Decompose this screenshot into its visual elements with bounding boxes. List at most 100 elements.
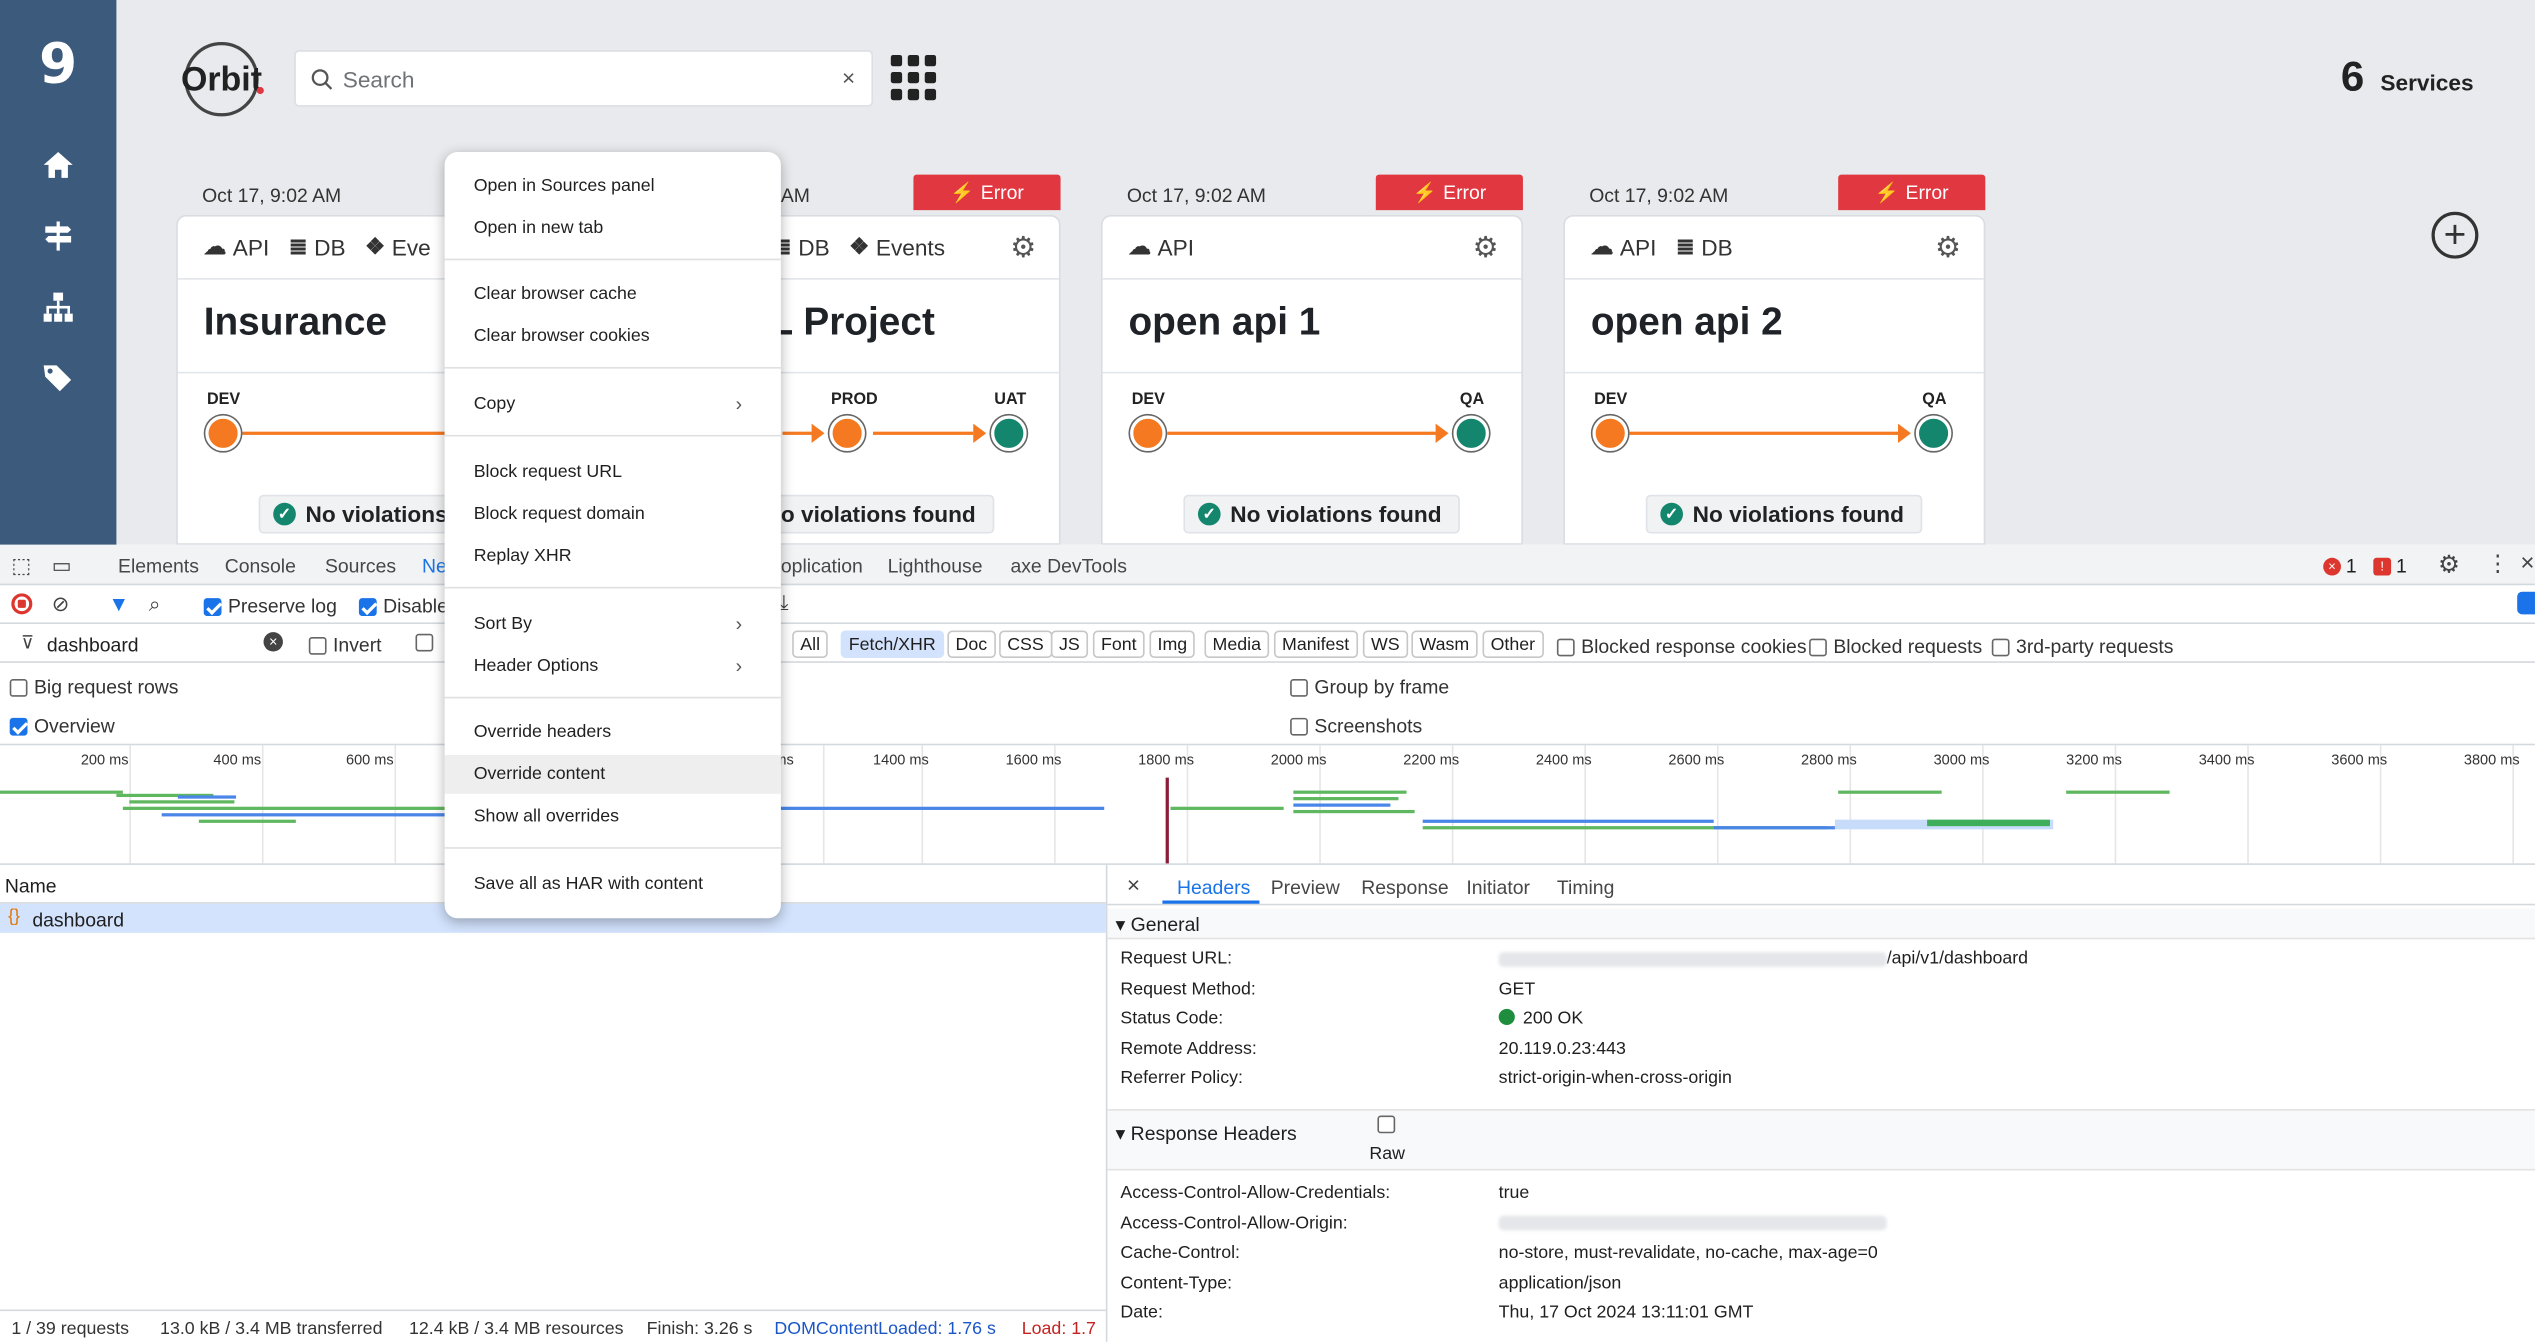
menu-item-copy[interactable]: Copy › <box>473 392 743 416</box>
type-filter-all[interactable]: All <box>792 630 829 658</box>
settings-gear-icon[interactable]: ⚙ <box>2437 551 2460 579</box>
stage-dot[interactable] <box>991 415 1027 452</box>
close-devtools-icon[interactable]: × <box>2520 549 2535 578</box>
menu-item-show-overrides[interactable]: Show all overrides <box>473 806 619 827</box>
gear-icon[interactable]: ⚙ <box>1472 231 1499 264</box>
invert-checkbox[interactable]: Invert <box>308 634 382 656</box>
tab-axe-devtools[interactable]: axe DevTools <box>1010 554 1127 578</box>
apps-grid-icon[interactable] <box>889 53 938 102</box>
service-name[interactable]: Insurance <box>203 300 388 345</box>
service-card[interactable]: ☁ API ≣ DB ⚙ open api 2 DEV QA ✓ No violati… <box>1563 215 1986 545</box>
filter-icon[interactable]: ▼ <box>108 591 130 616</box>
record-icon[interactable] <box>11 593 33 615</box>
network-overview-timeline[interactable]: 200 ms 400 ms 600 ms ms 1400 ms 1600 ms 1800 m… <box>0 743 2535 865</box>
big-rows-checkbox[interactable]: Big request rows <box>9 676 179 698</box>
raw-checkbox[interactable] <box>1377 1115 1396 1134</box>
stage-dot[interactable] <box>1915 415 1952 452</box>
header-value[interactable]: /api/v1/dashboard <box>1498 949 2028 968</box>
name-column-header[interactable]: Name <box>4 874 57 898</box>
menu-item-block-url[interactable]: Block request URL <box>473 462 622 482</box>
header-value[interactable] <box>1498 1213 1887 1232</box>
type-filter-manifest[interactable]: Manifest <box>1273 630 1358 658</box>
tab-response[interactable]: Response <box>1361 876 1449 899</box>
tab-console[interactable]: Console <box>224 554 296 578</box>
tab-application[interactable]: oplication <box>780 554 863 578</box>
preserve-log-checkbox[interactable]: Preserve log <box>203 595 337 618</box>
service-card[interactable]: ☁ API ⚙ open api 1 DEV QA ✓ No violations … <box>1100 215 1523 545</box>
type-filter-other[interactable]: Other <box>1482 630 1544 658</box>
tab-preview[interactable]: Preview <box>1270 876 1340 899</box>
search-input[interactable]: Search × <box>294 50 874 107</box>
menu-item-override-headers[interactable]: Override headers <box>473 722 612 743</box>
tab-timing[interactable]: Timing <box>1556 876 1615 899</box>
gear-icon[interactable]: ⚙ <box>1934 231 1962 264</box>
header-value[interactable]: 20.119.0.23:443 <box>1498 1039 1626 1059</box>
type-filter-font[interactable]: Font <box>1092 630 1145 658</box>
header-value[interactable]: Thu, 17 Oct 2024 13:11:01 GMT <box>1498 1303 1754 1324</box>
blocked-requests-checkbox[interactable]: Blocked requests <box>1809 635 1982 658</box>
service-name[interactable]: open api 2 <box>1590 300 1783 345</box>
stage-dot[interactable] <box>1592 415 1629 452</box>
tab-initiator[interactable]: Initiator <box>1466 876 1530 899</box>
service-name[interactable]: open api 1 <box>1128 300 1321 345</box>
group-by-frame-checkbox[interactable]: Group by frame <box>1290 676 1449 698</box>
search-network-icon[interactable]: ⌕ <box>148 591 161 616</box>
add-service-button[interactable]: + <box>2431 211 2479 259</box>
menu-item-override-content[interactable]: Override content <box>444 754 781 794</box>
menu-item-replay-xhr[interactable]: Replay XHR <box>473 546 572 566</box>
type-filter-wasm[interactable]: Wasm <box>1411 630 1478 658</box>
clear-filter-icon[interactable]: × <box>263 632 283 652</box>
disable-cache-checkbox[interactable]: Disable <box>358 595 448 618</box>
screenshots-checkbox[interactable]: Screenshots <box>1290 715 1422 737</box>
stage-dot[interactable] <box>1453 415 1489 452</box>
menu-item-block-domain[interactable]: Block request domain <box>473 504 645 524</box>
header-value[interactable]: application/json <box>1498 1273 1622 1294</box>
header-value[interactable]: 200 OK <box>1498 1009 1583 1029</box>
menu-item-save-har[interactable]: Save all as HAR with content <box>473 874 704 895</box>
menu-item-clear-cache[interactable]: Clear browser cache <box>473 284 637 304</box>
app-logo[interactable]: 9 <box>39 32 78 98</box>
stage-dot[interactable] <box>1130 415 1166 452</box>
signpost-icon[interactable] <box>39 217 78 256</box>
filter-input[interactable]: dashboard <box>46 633 139 657</box>
tab-headers[interactable]: Headers <box>1176 876 1251 899</box>
type-filter-js[interactable]: JS <box>1050 630 1088 658</box>
menu-item-open-new-tab[interactable]: Open in new tab <box>473 218 604 238</box>
tab-sources[interactable]: Sources <box>324 554 397 578</box>
error-badge[interactable]: ⚡ Error <box>1838 174 1986 211</box>
menu-item-clear-cookies[interactable]: Clear browser cookies <box>473 326 650 346</box>
more-options-icon[interactable]: ⋮ <box>2486 549 2510 576</box>
general-section-header[interactable]: ▾ General <box>1107 908 2535 940</box>
tab-network[interactable]: Ne <box>421 554 447 578</box>
issue-counter[interactable]: ! 1 <box>2373 555 2407 577</box>
error-badge[interactable]: ⚡ Error <box>913 174 1061 211</box>
header-value[interactable]: GET <box>1498 979 1536 999</box>
header-value[interactable]: true <box>1498 1183 1530 1203</box>
export-har-icon[interactable]: ⤓ <box>779 590 789 615</box>
header-value[interactable]: no-store, must-revalidate, no-cache, max… <box>1498 1243 1878 1263</box>
type-filter-img[interactable]: Img <box>1149 630 1196 658</box>
clear-log-icon[interactable]: ⊘ <box>51 591 70 616</box>
header-value[interactable]: strict-origin-when-cross-origin <box>1498 1069 1732 1089</box>
type-filter-css[interactable]: CSS <box>999 630 1052 658</box>
hierarchy-icon[interactable] <box>39 288 78 327</box>
error-counter[interactable]: × 1 <box>2323 555 2357 577</box>
tab-lighthouse[interactable]: Lighthouse <box>887 554 983 578</box>
type-filter-doc[interactable]: Doc <box>947 630 996 658</box>
type-filter-media[interactable]: Media <box>1204 630 1270 658</box>
menu-item-sort-by[interactable]: Sort By › <box>473 612 743 636</box>
home-icon[interactable] <box>39 146 78 185</box>
type-filter-ws[interactable]: WS <box>1362 630 1408 658</box>
stage-dot[interactable] <box>205 415 241 452</box>
menu-item-open-in-sources[interactable]: Open in Sources panel <box>473 176 655 196</box>
inspect-element-icon[interactable]: ⬚ <box>11 552 32 578</box>
service-name[interactable]: L Project <box>769 300 935 345</box>
third-party-checkbox[interactable]: 3rd-party requests <box>1991 635 2173 658</box>
tab-elements[interactable]: Elements <box>118 554 199 578</box>
clear-search-icon[interactable]: × <box>841 64 856 91</box>
blocked-cookies-checkbox[interactable]: Blocked response cookies <box>1556 635 1807 658</box>
network-settings-icon[interactable] <box>2517 591 2535 615</box>
close-details-icon[interactable]: × <box>1126 871 1141 898</box>
gear-icon[interactable]: ⚙ <box>1010 231 1037 264</box>
hide-data-urls-checkbox[interactable] <box>415 633 434 652</box>
